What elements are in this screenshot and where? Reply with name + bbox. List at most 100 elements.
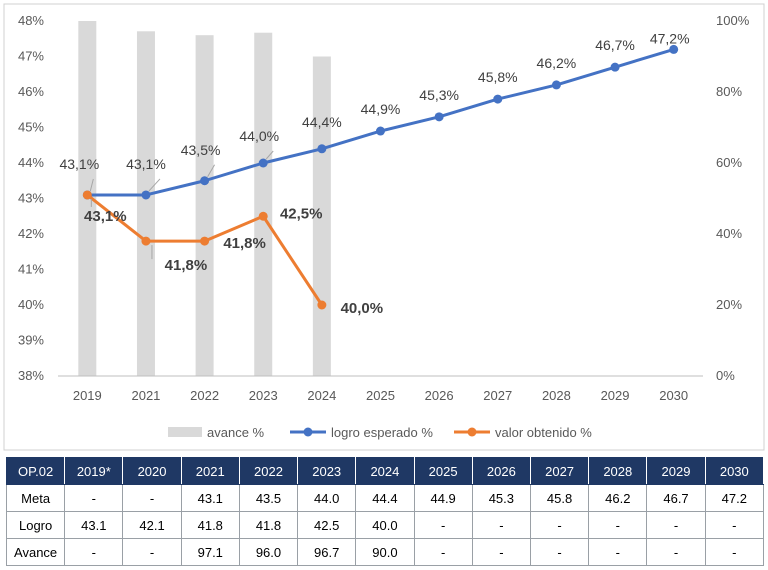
logro-esperado-point xyxy=(258,158,268,168)
y-right-tick-label: 0% xyxy=(716,368,735,383)
table-row-meta: Meta - - 43.1 43.5 44.0 44.4 44.9 45.3 4… xyxy=(5,484,765,512)
table-cell: 45.8 xyxy=(529,484,590,512)
y-left-tick-label: 45% xyxy=(18,120,44,135)
header-cell: 2027 xyxy=(529,457,590,485)
valor-obtenido-data-label: 40,0% xyxy=(341,300,384,317)
header-cell: 2025 xyxy=(413,457,473,485)
header-cell: 2019* xyxy=(64,457,124,485)
y-left-tick-label: 48% xyxy=(18,13,44,28)
x-tick-label: 2024 xyxy=(307,388,336,403)
legend-label-logro-esperado: logro esperado % xyxy=(331,425,433,440)
label-leader-line xyxy=(265,150,274,160)
x-tick-label: 2030 xyxy=(659,388,688,403)
logro-esperado-point xyxy=(200,176,210,186)
y-right-tick-label: 80% xyxy=(716,84,742,99)
header-cell: 2029 xyxy=(646,457,706,485)
table-cell: 41.8 xyxy=(238,511,299,539)
header-cell: 2020 xyxy=(122,457,182,485)
logro-esperado-point xyxy=(610,62,620,72)
y-right-tick-label: 100% xyxy=(716,13,750,28)
combo-chart: 38% 39% 40% 41% 42% 43% 44% 45% 46% 47% 48% 0% 20% 40… xyxy=(3,3,765,451)
x-tick-label: 2027 xyxy=(483,388,512,403)
valor-obtenido-point xyxy=(258,211,268,221)
header-cell: 2024 xyxy=(355,457,415,485)
table-cell: 90.0 xyxy=(355,538,415,566)
table-cell: - xyxy=(64,484,124,512)
logro-esperado-line xyxy=(87,47,675,197)
table-cell: 46.7 xyxy=(646,484,706,512)
y-left-tick-label: 41% xyxy=(18,262,44,277)
table-cell: - xyxy=(471,511,531,539)
table-cell: 96.0 xyxy=(238,538,299,566)
y-left-tick-label: 46% xyxy=(18,84,44,99)
logro-esperado-data-label: 47,2% xyxy=(650,30,690,46)
header-cell: 2028 xyxy=(588,457,648,485)
table-row-avance: Avance - - 97.1 96.0 96.7 90.0 - - - - -… xyxy=(5,538,765,566)
table-header-row: OP.02 2019* 2020 2021 2022 2023 2024 202… xyxy=(5,457,765,485)
logro-esperado-data-label: 45,3% xyxy=(419,87,459,103)
x-tick-label: 2028 xyxy=(542,388,571,403)
logro-esperado-data-label: 46,7% xyxy=(595,37,635,53)
header-cell: 2022 xyxy=(238,457,299,485)
x-tick-label: 2023 xyxy=(249,388,278,403)
x-tick-label: 2021 xyxy=(131,388,160,403)
logro-esperado-point xyxy=(317,144,327,154)
y-right-tick-label: 20% xyxy=(716,297,742,312)
valor-obtenido-data-label: 43,1% xyxy=(84,208,127,225)
valor-obtenido-data-label: 42,5% xyxy=(280,205,323,222)
table-row-logro: Logro 43.1 42.1 41.8 41.8 42.5 40.0 - - … xyxy=(5,511,765,539)
bar-avance xyxy=(136,31,155,376)
table-cell: - xyxy=(646,538,706,566)
table-cell: 42.1 xyxy=(122,511,182,539)
table-cell: - xyxy=(704,538,765,566)
table-cell: - xyxy=(122,538,182,566)
y-right-tick-label: 60% xyxy=(716,155,742,170)
logro-esperado-point xyxy=(493,94,503,104)
logro-esperado-point xyxy=(669,44,679,54)
bar-avance xyxy=(195,35,214,376)
y-left-tick-label: 44% xyxy=(18,155,44,170)
y-left-tick-label: 38% xyxy=(18,368,44,383)
table-cell: 96.7 xyxy=(297,538,357,566)
logro-esperado-data-label: 45,8% xyxy=(478,69,518,85)
header-cell: 2030 xyxy=(704,457,765,485)
table-cell: - xyxy=(122,484,182,512)
x-tick-label: 2022 xyxy=(190,388,219,403)
x-tick-label: 2026 xyxy=(425,388,454,403)
chart-border xyxy=(3,3,765,451)
table-cell: 97.1 xyxy=(180,538,240,566)
legend-marker-logro-esperado xyxy=(303,427,313,437)
header-cell: 2026 xyxy=(471,457,531,485)
table-cell: 44.4 xyxy=(355,484,415,512)
table-cell: 40.0 xyxy=(355,511,415,539)
label-leader-line xyxy=(148,178,161,192)
valor-obtenido-data-label: 41,8% xyxy=(223,235,266,252)
header-cell: 2023 xyxy=(297,457,357,485)
row-label: Avance xyxy=(5,538,66,566)
table-cell: - xyxy=(413,538,473,566)
logro-esperado-data-label: 44,4% xyxy=(302,114,342,130)
table-cell: 44.0 xyxy=(297,484,357,512)
table-cell: - xyxy=(64,538,124,566)
table-cell: 46.2 xyxy=(588,484,648,512)
table-cell: 43.1 xyxy=(64,511,124,539)
header-cell: OP.02 xyxy=(5,457,66,485)
bar-avance xyxy=(254,32,273,377)
legend-label-avance: avance % xyxy=(207,425,265,440)
chart-area: 38% 39% 40% 41% 42% 43% 44% 45% 46% 47% 48% 0% 20% 40… xyxy=(3,3,765,451)
logro-esperado-point xyxy=(551,80,561,90)
header-cell: 2021 xyxy=(180,457,240,485)
table-cell: 42.5 xyxy=(297,511,357,539)
label-leader-line xyxy=(207,164,216,178)
y-right-tick-label: 40% xyxy=(716,226,742,241)
table-cell: - xyxy=(588,538,648,566)
y-left-tick-label: 42% xyxy=(18,226,44,241)
logro-esperado-data-label: 43,1% xyxy=(126,156,166,172)
table-cell: - xyxy=(413,511,473,539)
logro-esperado-data-label: 44,0% xyxy=(239,128,279,144)
logro-esperado-data-label: 44,9% xyxy=(361,101,401,117)
valor-obtenido-data-label: 41,8% xyxy=(165,257,208,274)
x-tick-label: 2025 xyxy=(366,388,395,403)
y-left-tick-label: 40% xyxy=(18,297,44,312)
logro-esperado-data-label: 46,2% xyxy=(537,55,577,71)
